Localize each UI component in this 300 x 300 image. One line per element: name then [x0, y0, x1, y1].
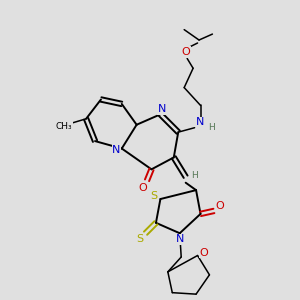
Text: S: S [136, 234, 143, 244]
Text: S: S [150, 191, 158, 201]
Text: N: N [158, 104, 166, 114]
Text: N: N [176, 234, 184, 244]
Text: O: O [138, 183, 147, 193]
Text: O: O [181, 47, 190, 57]
Text: H: H [208, 123, 215, 132]
Text: O: O [200, 248, 208, 257]
Text: O: O [215, 202, 224, 212]
Text: CH₃: CH₃ [56, 122, 72, 131]
Text: H: H [192, 171, 198, 180]
Text: N: N [196, 117, 205, 128]
Text: N: N [112, 145, 121, 155]
